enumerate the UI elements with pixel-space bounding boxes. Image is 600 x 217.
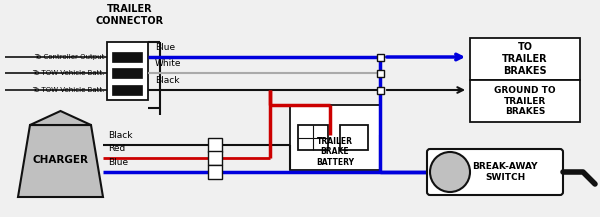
Circle shape <box>430 152 470 192</box>
Bar <box>208 138 222 152</box>
Bar <box>340 125 368 150</box>
Text: White: White <box>155 59 182 68</box>
Bar <box>208 165 222 179</box>
Text: CHARGER: CHARGER <box>32 155 89 165</box>
Text: Red: Red <box>108 144 125 153</box>
Text: Blue: Blue <box>108 158 128 167</box>
Bar <box>107 42 148 100</box>
Bar <box>112 85 142 95</box>
Polygon shape <box>30 111 91 125</box>
Text: To Controller Output: To Controller Output <box>34 54 104 60</box>
Text: Blue: Blue <box>155 43 175 52</box>
Bar <box>377 54 383 61</box>
Bar <box>377 87 383 94</box>
Text: TO
TRAILER
BRAKES: TO TRAILER BRAKES <box>502 42 548 76</box>
Bar <box>377 69 383 77</box>
Bar <box>470 80 580 122</box>
Bar <box>112 52 142 62</box>
Polygon shape <box>18 125 103 197</box>
Text: To TOW Vehicle Batt.: To TOW Vehicle Batt. <box>32 87 104 93</box>
Text: BREAK-AWAY
SWITCH: BREAK-AWAY SWITCH <box>472 162 538 182</box>
Text: To TOW Vehicle Batt.: To TOW Vehicle Batt. <box>32 70 104 76</box>
Bar <box>112 68 142 78</box>
FancyBboxPatch shape <box>427 149 563 195</box>
Bar <box>208 151 222 165</box>
Text: TRAILER
BRAKE
BATTERY: TRAILER BRAKE BATTERY <box>316 137 354 167</box>
Text: GROUND TO
TRAILER
BRAKES: GROUND TO TRAILER BRAKES <box>494 86 556 116</box>
Bar <box>298 125 328 150</box>
Text: Black: Black <box>108 131 133 140</box>
Bar <box>290 105 380 170</box>
Text: TRAILER
CONNECTOR: TRAILER CONNECTOR <box>96 4 164 26</box>
Text: Black: Black <box>155 76 179 85</box>
Bar <box>470 38 580 80</box>
